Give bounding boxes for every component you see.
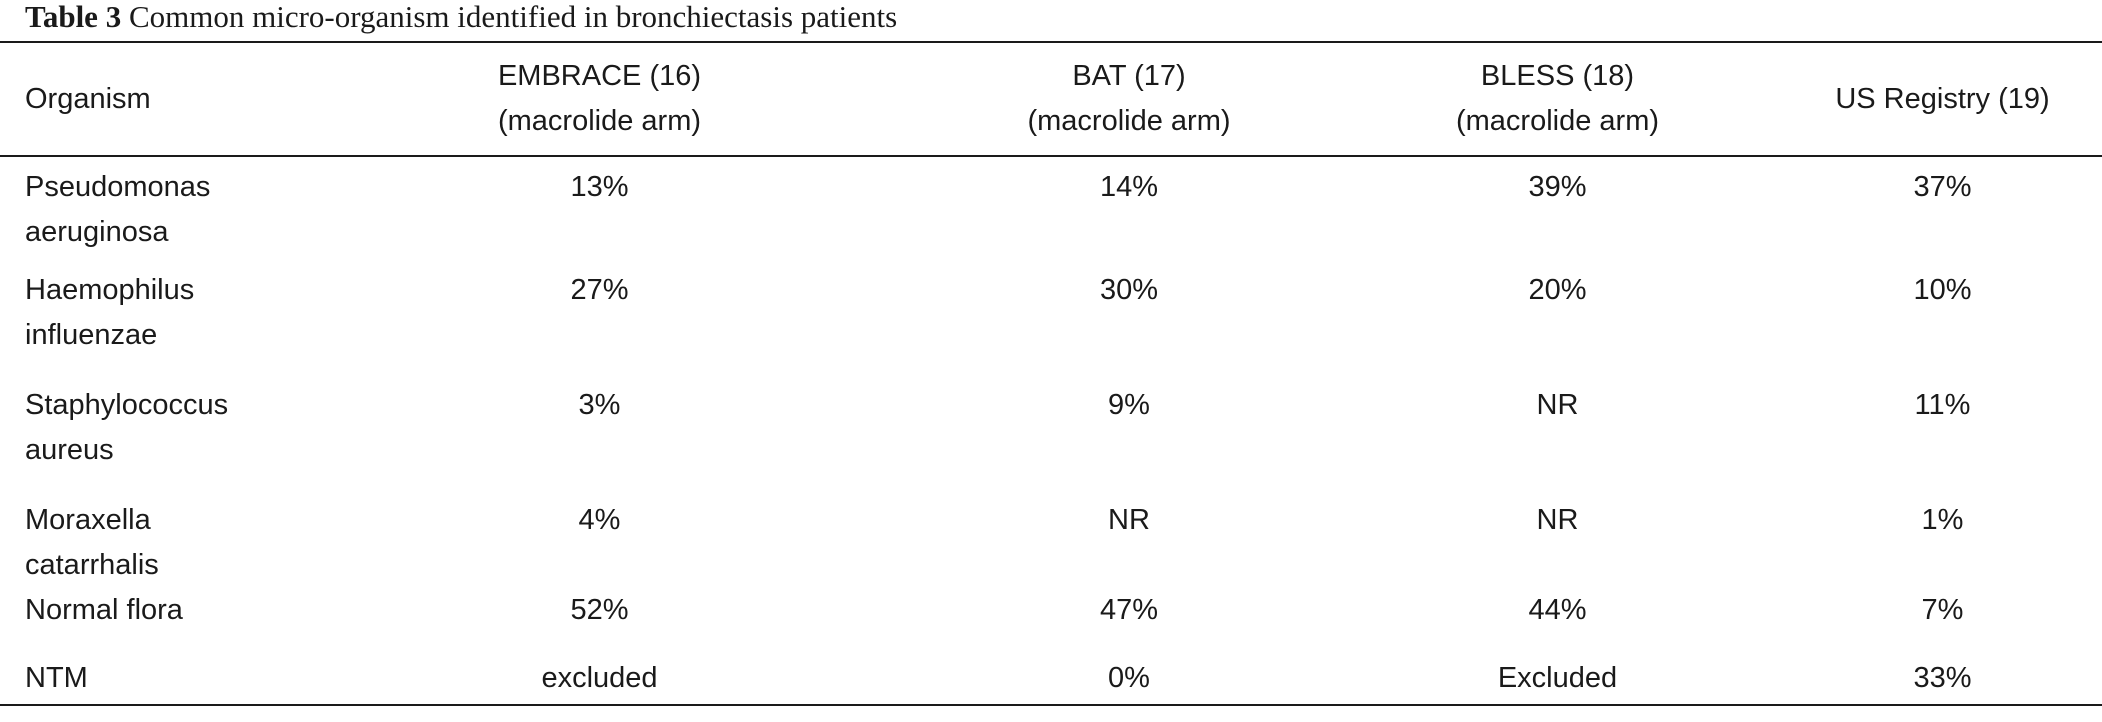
cell-organism: Moraxella catarrhalis <box>0 498 273 588</box>
table-row: Staphylococcus aureus 3% 9% NR 11% <box>0 383 2102 498</box>
cell-bless: NR <box>1536 504 1579 536</box>
cell-organism: Normal flora <box>0 588 273 656</box>
column-header-line: (macrolide arm) <box>497 105 702 137</box>
cell-embrace: 52% <box>570 594 629 626</box>
cell-embrace: 27% <box>570 274 629 306</box>
organism-line: aeruginosa <box>25 216 169 248</box>
cell-embrace: 13% <box>570 171 629 203</box>
cell-embrace: 3% <box>578 389 621 421</box>
cell-organism: Pseudomonas aeruginosa <box>0 155 273 268</box>
organism-line: aureus <box>25 434 114 466</box>
organism-table: Organism EMBRACE (16) (macrolide arm) BA… <box>0 43 2102 722</box>
cell-us-registry: 33% <box>1913 662 1972 694</box>
cell-bat: 0% <box>1108 662 1150 694</box>
cell-bless: NR <box>1536 389 1579 421</box>
table-header-row: Organism EMBRACE (16) (macrolide arm) BA… <box>0 43 2102 155</box>
cell-bless: 20% <box>1528 274 1587 306</box>
column-header-line: BLESS (18) <box>1480 60 1635 92</box>
column-header-line: EMBRACE (16) <box>497 60 702 92</box>
cell-bat: 9% <box>1108 389 1150 421</box>
cell-us-registry: 7% <box>1921 594 1964 626</box>
table-caption-label: Table 3 <box>25 0 122 34</box>
organism-line: Staphylococcus <box>25 389 229 421</box>
column-header-embrace: EMBRACE (16) (macrolide arm) <box>273 43 926 155</box>
organism-line: NTM <box>25 662 88 694</box>
organism-line: Moraxella catarrhalis <box>25 504 159 581</box>
column-header-bat: BAT (17) (macrolide arm) <box>926 43 1332 155</box>
column-header-line: US Registry (19) <box>1835 82 2050 115</box>
cell-bless: Excluded <box>1497 662 1618 694</box>
organism-line: Haemophilus <box>25 274 195 306</box>
cell-organism: Haemophilus influenzae <box>0 268 273 383</box>
cell-organism: NTM <box>0 656 273 722</box>
cell-bat: 14% <box>1099 171 1159 203</box>
column-header-line: (macrolide arm) <box>1027 105 1231 137</box>
cell-us-registry: 1% <box>1921 504 1964 536</box>
cell-organism: Staphylococcus aureus <box>0 383 273 498</box>
table-bottom-rule <box>0 704 2102 706</box>
table-caption-text: Common micro-organism identified in bron… <box>128 0 898 34</box>
column-header-us-registry: US Registry (19) <box>1783 43 2102 155</box>
column-header-line: Organism <box>25 82 151 115</box>
column-header-organism: Organism <box>0 43 273 155</box>
organism-line: Pseudomonas <box>25 171 211 203</box>
organism-line: Normal flora <box>25 594 183 626</box>
cell-us-registry: 37% <box>1913 171 1972 203</box>
table-header-rule <box>0 155 2102 157</box>
cell-bat: 47% <box>1099 594 1159 626</box>
organism-line: influenzae <box>25 319 158 351</box>
cell-bless: 39% <box>1528 171 1587 203</box>
column-header-line: BAT (17) <box>1072 60 1186 92</box>
table-caption: Table 3 Common micro-organism identified… <box>25 0 897 40</box>
column-header-bless: BLESS (18) (macrolide arm) <box>1332 43 1783 155</box>
table-row: NTM excluded 0% Excluded 33% <box>0 656 2102 722</box>
cell-bless: 44% <box>1528 594 1587 626</box>
cell-bat: 30% <box>1099 274 1159 306</box>
table-top-rule <box>0 41 2102 43</box>
cell-us-registry: 11% <box>1914 389 1971 421</box>
cell-bat: NR <box>1108 504 1150 536</box>
table-row: Haemophilus influenzae 27% 30% 20% 10% <box>0 268 2102 383</box>
column-header-line: (macrolide arm) <box>1455 105 1660 137</box>
table-row: Moraxella catarrhalis 4% NR NR 1% <box>0 498 2102 588</box>
cell-us-registry: 10% <box>1913 274 1972 306</box>
cell-embrace: excluded <box>541 662 658 694</box>
table-row: Normal flora 52% 47% 44% 7% <box>0 588 2102 656</box>
cell-embrace: 4% <box>578 504 621 536</box>
table-row: Pseudomonas aeruginosa 13% 14% 39% 37% <box>0 155 2102 268</box>
